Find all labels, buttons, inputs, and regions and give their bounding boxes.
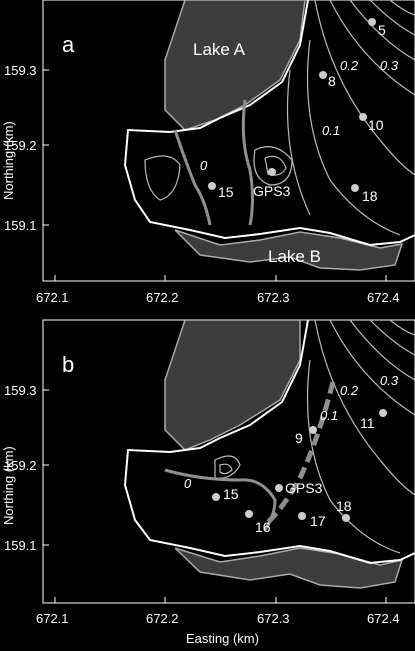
site-marker [208, 182, 216, 190]
x-axis-label: Easting (km) [186, 631, 259, 646]
lake-b-shape [174, 229, 404, 271]
panel-a: 0.3 0.2 0.1 0 Lake A Lake B 5 8 10 15 GP… [1, 0, 415, 305]
contour-label-a-0-2: 0.2 [340, 58, 359, 73]
site-label: 18 [336, 498, 352, 514]
x-tick-label: 672.1 [36, 290, 69, 305]
y-tick-label: 159.2 [4, 458, 37, 473]
panel-letter-a: a [62, 32, 75, 57]
glacier-boundary-a [123, 0, 415, 247]
x-tick-label: 672.3 [257, 611, 290, 626]
site-label: 17 [310, 513, 326, 529]
site-marker [212, 493, 220, 501]
site-marker [319, 71, 327, 79]
site-marker [268, 168, 276, 176]
site-marker [298, 512, 306, 520]
site-label: GPS3 [253, 183, 291, 199]
x-tick-label: 672.3 [257, 290, 290, 305]
site-label: 18 [362, 188, 378, 204]
ticks-a [43, 69, 387, 281]
site-label: 8 [328, 73, 336, 89]
lake-a-label: Lake A [193, 40, 246, 59]
contours-b [214, 319, 415, 554]
contours-a [144, 0, 415, 236]
lake-b-shape-b [174, 547, 404, 589]
site-marker [359, 113, 367, 121]
x-tick-label: 672.2 [146, 290, 179, 305]
site-label: 11 [360, 415, 375, 431]
x-tick-label: 672.1 [36, 611, 69, 626]
lake-a-shape-b [164, 319, 301, 451]
profile-line-b [263, 381, 336, 527]
y-tick-label: 159.3 [4, 63, 37, 78]
site-marker [342, 514, 350, 522]
site-label: 15 [223, 486, 239, 502]
y-tick-label: 159.3 [4, 383, 37, 398]
contour-label-b-0: 0 [184, 476, 192, 491]
y-tick-label: 159.1 [4, 538, 37, 553]
y-tick-label: 159.1 [4, 218, 37, 233]
site-marker [245, 510, 253, 518]
lake-b-label: Lake B [268, 247, 321, 266]
site-marker [379, 409, 387, 417]
lake-a-shape [164, 0, 306, 131]
y-axis-label-a: Northing (km) [1, 121, 16, 200]
site-label: 5 [378, 22, 386, 38]
site-label: 10 [368, 117, 384, 133]
y-tick-label: 159.2 [4, 138, 37, 153]
site-marker [275, 484, 283, 492]
site-marker [351, 184, 359, 192]
zero-contour-a2 [241, 99, 254, 226]
zero-contour-a1 [173, 129, 212, 226]
site-label: 15 [218, 184, 234, 200]
contour-label-b-0-2: 0.2 [340, 383, 359, 398]
y-axis-label-b: Northing (km) [1, 446, 16, 525]
contour-label-b-0-1: 0.1 [320, 408, 338, 423]
site-label: 16 [255, 519, 271, 535]
contour-label-b-0-3: 0.3 [380, 373, 399, 388]
site-label: 9 [295, 430, 303, 446]
x-tick-label: 672.4 [367, 290, 400, 305]
site-marker [368, 18, 376, 26]
ticks-b [43, 389, 387, 603]
x-tick-label: 672.4 [367, 611, 400, 626]
site-label: GPS3 [285, 480, 323, 496]
x-tick-label: 672.2 [146, 611, 179, 626]
panel-b: 0.3 0.2 0.1 0 9 11 15 GPS3 16 17 18 b 15… [1, 319, 415, 646]
contour-label-a-0: 0 [200, 158, 208, 173]
contour-label-a-0-1: 0.1 [322, 123, 340, 138]
sites-b: 9 11 15 GPS3 16 17 18 [212, 409, 387, 535]
glacier-boundary-b [123, 319, 415, 565]
sites-a: 5 8 10 15 GPS3 18 [208, 18, 386, 204]
site-marker [309, 426, 317, 434]
contour-label-a-0-3: 0.3 [380, 58, 399, 73]
panel-letter-b: b [62, 352, 74, 377]
